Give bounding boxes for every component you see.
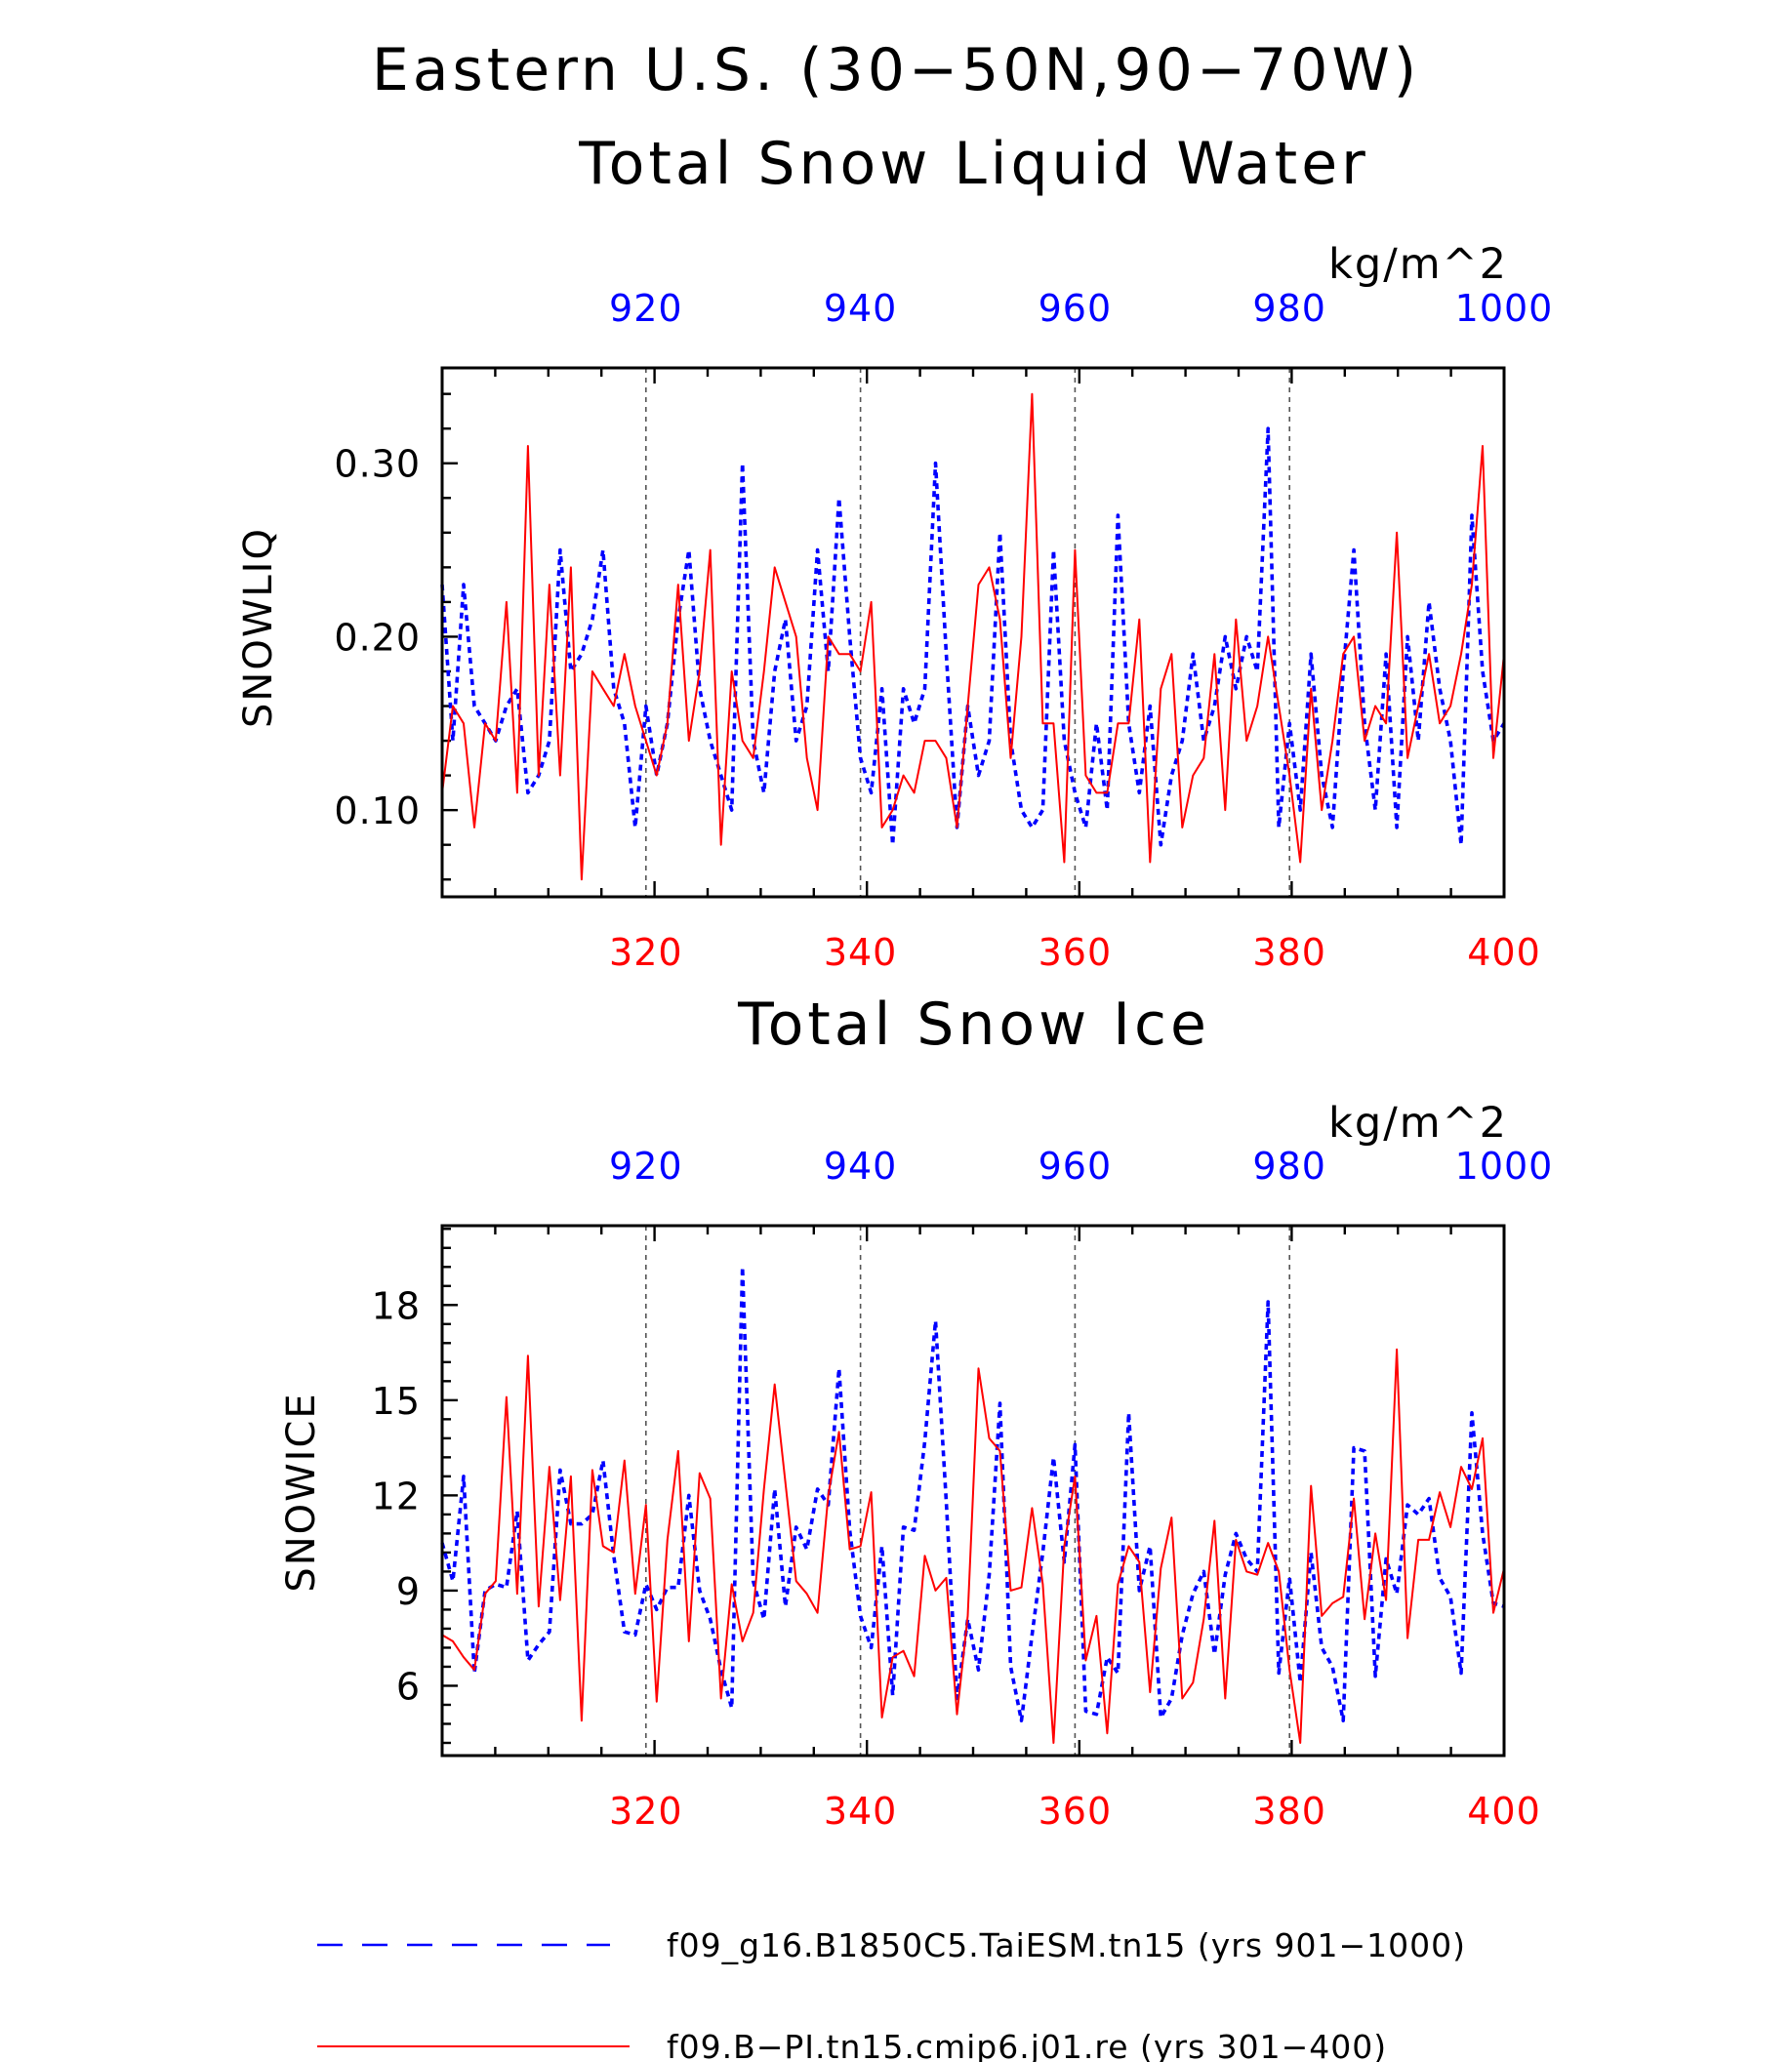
series-line-red: [441, 1348, 1505, 1744]
y-tick-label: 6: [396, 1665, 421, 1708]
series-line-blue: [440, 1265, 1505, 1722]
y-axis-label: SNOWLIQ: [236, 527, 281, 728]
x-tick-label-top: 980: [1252, 1145, 1326, 1188]
x-tick-label-bottom: 380: [1252, 1790, 1326, 1833]
x-tick-label-top: 1000: [1455, 287, 1554, 330]
units-label: kg/m^2: [1328, 240, 1508, 289]
legend: f09_g16.B1850C5.TaiESM.tn15 (yrs 901−100…: [317, 1926, 1466, 2062]
x-tick-label-bottom: 340: [824, 931, 898, 974]
legend-label-red: f09.B−PI.tn15.cmip6.j01.re (yrs 301−400): [667, 2028, 1387, 2062]
x-tick-label-bottom: 340: [824, 1790, 898, 1833]
units-label: kg/m^2: [1328, 1099, 1508, 1148]
x-tick-label-bottom: 360: [1039, 931, 1113, 974]
y-tick-label: 0.10: [334, 789, 421, 832]
plot-frame: [440, 366, 1506, 899]
x-tick-label-top: 940: [824, 1145, 898, 1188]
x-tick-label-bottom: 400: [1467, 1790, 1541, 1833]
panel-title: Total Snow Ice: [737, 991, 1210, 1059]
y-tick-label: 15: [372, 1380, 421, 1423]
y-tick-label: 0.30: [334, 443, 421, 486]
x-tick-label-bottom: 320: [609, 931, 683, 974]
snowliq-panel: Total Snow Liquid Water kg/m^2 SNOWLIQ 0…: [236, 130, 1554, 974]
y-tick-label: 12: [372, 1475, 421, 1517]
x-tick-label-bottom: 320: [609, 1790, 683, 1833]
panel-title: Total Snow Liquid Water: [578, 130, 1369, 198]
x-tick-label-top: 1000: [1455, 1145, 1554, 1188]
plot-frame: [440, 1224, 1506, 1758]
x-tick-label-bottom: 380: [1252, 931, 1326, 974]
snowice-panel: Total Snow Ice kg/m^2 SNOWICE 6 9 12 15 18 32…: [279, 991, 1554, 1833]
series-line-red: [441, 392, 1505, 881]
y-axis-label: SNOWICE: [279, 1392, 324, 1592]
series-line-blue: [440, 426, 1506, 847]
legend-label-blue: f09_g16.B1850C5.TaiESM.tn15 (yrs 901−100…: [667, 1926, 1466, 1964]
x-tick-label-bottom: 360: [1039, 1790, 1113, 1833]
x-tick-label-top: 920: [609, 287, 683, 330]
y-tick-label: 0.20: [334, 616, 421, 659]
x-tick-label-top: 940: [824, 287, 898, 330]
x-tick-label-bottom: 400: [1467, 931, 1541, 974]
x-tick-label-top: 960: [1039, 1145, 1113, 1188]
x-tick-label-top: 960: [1039, 287, 1113, 330]
y-tick-label: 9: [396, 1570, 421, 1613]
figure-title: Eastern U.S. (30−50N,90−70W): [372, 36, 1420, 104]
x-tick-label-top: 920: [609, 1145, 683, 1188]
y-tick-label: 18: [372, 1284, 421, 1327]
x-tick-label-top: 980: [1252, 287, 1326, 330]
